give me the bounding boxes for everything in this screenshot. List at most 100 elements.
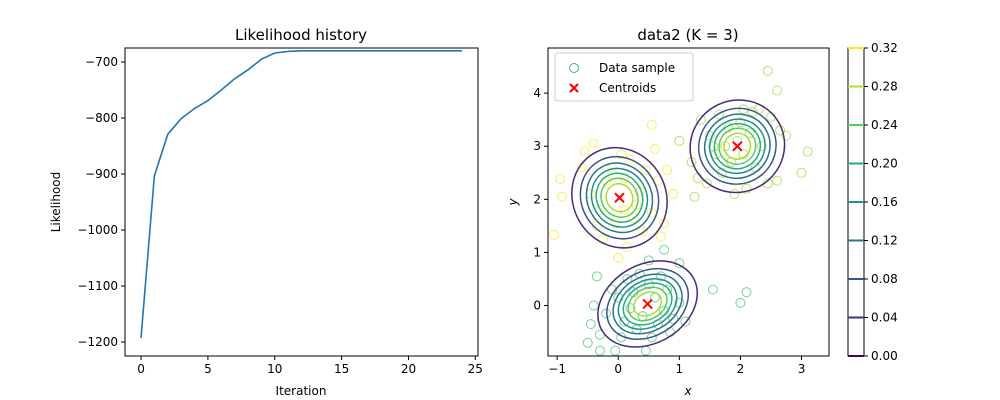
y-tick-label: −1100 (77, 279, 118, 293)
density-contour (627, 286, 668, 322)
data-sample-point (680, 316, 691, 327)
data-sample-point (613, 252, 624, 263)
x-tick-label: 2 (737, 362, 745, 376)
data-sample-point (646, 120, 657, 130)
centroid-marker (642, 298, 653, 310)
data-sample-point (735, 297, 746, 308)
data-sample-point (781, 130, 792, 141)
data-sample-point (640, 165, 651, 176)
data-sample-point (692, 173, 703, 184)
x-tick-label: 0 (137, 362, 145, 376)
legend-frame (554, 52, 694, 102)
data-sample-point (656, 231, 667, 242)
x-tick-label: 0 (614, 362, 622, 376)
density-contour (612, 273, 683, 335)
data-sample-point (640, 345, 651, 356)
data-sample-point (601, 308, 612, 319)
data-sample-point (772, 85, 783, 96)
colorbar-tick-label: 0.28 (871, 80, 898, 94)
colorbar-tick-label: 0.12 (871, 234, 898, 248)
colorbar-tick-label: 0.04 (871, 311, 898, 325)
density-contour (597, 260, 699, 348)
density-contour (590, 167, 649, 228)
data-sample-point (662, 165, 673, 176)
density-contour (697, 107, 777, 185)
likelihood-axes-frame (124, 47, 479, 357)
clusters-y-label: y (506, 198, 520, 207)
data-sample-point (762, 65, 773, 76)
data-sample-point (594, 345, 605, 356)
data-sample-point (622, 274, 633, 284)
density-contour (713, 122, 762, 170)
data-sample-point (555, 174, 566, 185)
clusters-x-ticks: −1 0 1 2 3 (548, 356, 805, 376)
density-contour (571, 146, 668, 249)
x-tick-label: 1 (676, 362, 684, 376)
likelihood-plot-area (140, 49, 462, 339)
data-sample-point (579, 146, 590, 157)
data-sample-point (707, 141, 718, 152)
y-tick-label: 4 (533, 86, 541, 100)
legend-sample-marker (569, 63, 579, 73)
data-sample-point (756, 141, 767, 152)
legend: Data sample Centroids (554, 52, 694, 102)
data-sample-point (646, 332, 657, 343)
likelihood-x-ticks: 0 5 10 15 20 25 (137, 356, 483, 376)
likelihood-title: Likelihood history (235, 26, 367, 44)
likelihood-panel: Likelihood history 0 5 10 15 20 25 −1200 −1100… (49, 26, 483, 398)
data-sample-point (744, 127, 755, 138)
data-sample-point (619, 204, 630, 215)
data-sample-point (625, 303, 636, 314)
data-sample-point (741, 287, 752, 298)
likelihood-x-label: Iteration (276, 384, 327, 398)
density-contour (723, 132, 752, 160)
density-contour (606, 267, 690, 340)
x-tick-label: 10 (267, 362, 282, 376)
x-tick-label: 15 (334, 362, 349, 376)
likelihood-line (140, 49, 462, 339)
centroid-marker (732, 141, 743, 152)
data-sample-point (765, 112, 776, 123)
clusters-axes-frame (547, 47, 830, 357)
data-sample-point (643, 255, 654, 266)
y-tick-label: 0 (533, 299, 541, 313)
y-tick-label: 2 (533, 192, 541, 206)
colorbar: 0.00 0.04 0.08 0.12 0.16 0.20 0.24 0.28 0.32 (847, 41, 898, 363)
colorbar-tick-label: 0.20 (871, 157, 898, 171)
colorbar-tick-label: 0.08 (871, 272, 898, 286)
y-tick-label: −800 (85, 111, 118, 125)
data-sample-point (668, 189, 679, 200)
colorbar-tick-label: 0.32 (871, 41, 898, 55)
density-contour (579, 155, 660, 240)
data-sample-point (689, 191, 700, 202)
data-sample-point (557, 191, 568, 202)
colorbar-tick-label: 0.24 (871, 118, 898, 132)
x-tick-label: −1 (548, 362, 566, 376)
y-tick-label: −1200 (77, 335, 118, 349)
colorbar-ticks: 0.00 0.04 0.08 0.12 0.16 0.20 0.24 0.28 0.32 (848, 41, 898, 363)
data-sample-point (585, 319, 596, 330)
data-sample-point (701, 178, 712, 189)
density-contour (595, 172, 644, 223)
clusters-panel: data2 (K = 3) −1 0 1 2 3 0 1 2 3 4 x y Data samp… (506, 26, 830, 398)
density-contour (585, 162, 654, 234)
density-contour (689, 99, 786, 194)
clusters-plot-area (549, 65, 813, 356)
data-sample-point (582, 337, 593, 348)
data-sample-point (772, 175, 783, 186)
data-sample-point (649, 143, 660, 154)
clusters-title: data2 (K = 3) (637, 26, 738, 44)
data-sample-point (802, 146, 813, 157)
legend-centroid-marker (569, 83, 579, 93)
likelihood-y-ticks: −1200 −1100 −1000 −900 −800 −700 (77, 55, 125, 349)
density-contour (632, 291, 663, 317)
y-tick-label: −900 (85, 167, 118, 181)
density-contour (605, 183, 634, 213)
x-tick-label: 20 (401, 362, 416, 376)
data-sample-point (735, 117, 746, 128)
y-tick-label: −1000 (77, 223, 118, 237)
density-contour (703, 113, 771, 180)
colorbar-tick-label: 0.00 (871, 349, 898, 363)
data-sample-point (695, 114, 706, 125)
